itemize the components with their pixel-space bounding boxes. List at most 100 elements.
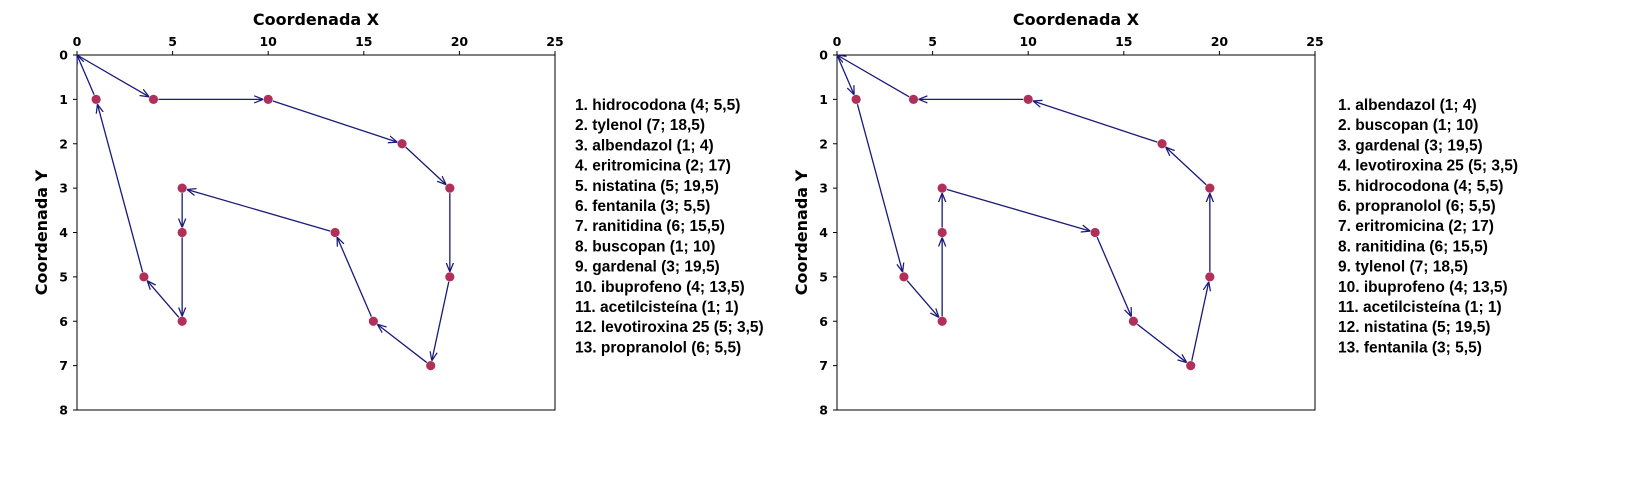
legend-item: 1. hidrocodona (4; 5,5) — [575, 97, 740, 114]
x-tick-label: 15 — [1115, 34, 1132, 49]
route-arrow — [946, 188, 1090, 232]
y-tick-label: 6 — [819, 314, 828, 329]
data-point — [851, 94, 861, 104]
route-arrow — [272, 100, 397, 142]
data-point — [397, 139, 407, 149]
route-arrow — [405, 146, 446, 185]
data-point — [91, 94, 101, 104]
y-axis-title: Coordenada Y — [792, 169, 811, 295]
route-arrow — [337, 237, 372, 317]
y-tick-label: 0 — [59, 48, 68, 63]
route-arrow — [187, 190, 331, 232]
legend-item: 2. buscopan (1; 10) — [1338, 117, 1478, 134]
data-point — [445, 183, 455, 193]
legend-item: 13. fentanila (3; 5,5) — [1338, 339, 1482, 356]
y-tick-label: 3 — [819, 181, 828, 196]
data-point — [330, 227, 340, 238]
plot-frame — [76, 54, 556, 411]
y-tick-label: 0 — [819, 48, 828, 63]
legend-item: 5. hidrocodona (4; 5,5) — [1338, 178, 1503, 195]
data-point — [1205, 272, 1215, 282]
data-point — [1157, 139, 1167, 149]
data-point — [445, 272, 455, 282]
data-point — [1186, 361, 1196, 371]
legend-item: 13. propranolol (6; 5,5) — [575, 339, 741, 356]
y-tick-label: 1 — [819, 92, 828, 107]
data-point — [263, 94, 273, 104]
route-chart-right: 0 5 10 15 20 25 0 1 2 3 4 5 6 7 8 Coordenada X Coordenad… — [792, 10, 1518, 418]
legend-item: 12. levotiroxina 25 (5; 3,5) — [575, 319, 764, 336]
route-arrow — [1166, 147, 1207, 186]
data-point — [1205, 183, 1215, 193]
y-tick-label: 8 — [819, 403, 828, 418]
x-tick-label: 25 — [546, 34, 563, 49]
x-axis-title: Coordenada X — [253, 10, 380, 29]
route-arrow — [836, 54, 854, 95]
x-tick-label: 20 — [451, 34, 469, 49]
x-tick-label: 10 — [259, 34, 277, 49]
x-tick-label: 0 — [833, 34, 842, 49]
route-arrow — [837, 55, 910, 98]
data-point — [1023, 94, 1033, 104]
x-tick-label: 0 — [73, 34, 82, 49]
legend-item: 5. nistatina (5; 19,5) — [575, 178, 719, 195]
data-point — [177, 316, 187, 326]
legend-item: 3. albendazol (1; 4) — [575, 137, 714, 154]
route-arrow — [77, 55, 95, 96]
x-tick-label: 20 — [1211, 34, 1229, 49]
data-point — [368, 316, 378, 326]
legend-item: 3. gardenal (3; 19,5) — [1338, 137, 1483, 154]
x-tick-label: 5 — [928, 34, 937, 49]
data-point — [899, 272, 909, 282]
data-point — [937, 316, 947, 326]
data-point — [177, 183, 187, 193]
route-arrow — [1136, 323, 1186, 362]
route-arrow — [377, 324, 428, 364]
x-tick-label: 25 — [1306, 34, 1323, 49]
x-axis-title: Coordenada X — [1013, 10, 1140, 29]
legend-item: 2. tylenol (7; 18,5) — [575, 117, 705, 134]
y-tick-label: 8 — [59, 403, 68, 418]
data-point — [139, 272, 149, 282]
legend-item: 8. ranitidina (6; 15,5) — [1338, 238, 1488, 255]
data-point — [1128, 316, 1138, 326]
data-point — [177, 227, 187, 238]
legend-item: 6. propranolol (6; 5,5) — [1338, 198, 1496, 215]
y-tick-label: 4 — [59, 225, 68, 240]
y-tick-label: 7 — [819, 358, 828, 373]
route-arrow — [856, 104, 902, 272]
legend-item: 11. acetilcisteína (1; 1) — [1338, 299, 1502, 316]
route-arrow — [1033, 101, 1158, 143]
legend-item: 9. tylenol (7; 18,5) — [1338, 259, 1468, 276]
legend-item: 10. ibuprofeno (4; 13,5) — [1338, 279, 1508, 296]
legend-item: 12. nistatina (5; 19,5) — [1338, 319, 1490, 336]
y-tick-label: 1 — [59, 92, 68, 107]
legend-item: 4. levotiroxina 25 (5; 3,5) — [1338, 158, 1518, 175]
y-axis-title: Coordenada Y — [32, 169, 51, 295]
legend-item: 9. gardenal (3; 19,5) — [575, 259, 720, 276]
plot-frame — [836, 54, 1316, 411]
route-arrow — [1191, 282, 1209, 361]
route-chart-left: 0 5 10 15 20 25 0 1 2 3 4 5 6 7 8 Coordenada X Coordenad… — [32, 10, 764, 418]
route-arrow — [147, 281, 180, 318]
x-tick-label: 10 — [1019, 34, 1037, 49]
data-point — [908, 94, 919, 104]
x-tick-label: 5 — [168, 34, 177, 49]
route-arrow — [432, 281, 450, 361]
route-arrow — [906, 280, 939, 318]
route-arrow — [1096, 236, 1131, 317]
x-tick-label: 15 — [355, 34, 372, 49]
data-point — [1090, 227, 1100, 238]
legend-item: 6. fentanila (3; 5,5) — [575, 198, 710, 215]
data-point — [148, 94, 159, 104]
data-point — [937, 227, 947, 238]
y-tick-label: 5 — [819, 269, 828, 284]
data-point — [937, 183, 947, 193]
legend-item: 8. buscopan (1; 10) — [575, 238, 715, 255]
y-tick-label: 2 — [59, 136, 68, 151]
legend-item: 10. ibuprofeno (4; 13,5) — [575, 279, 745, 296]
route-arrow — [76, 54, 149, 97]
legend-item: 1. albendazol (1; 4) — [1338, 97, 1477, 114]
legend-item: 4. eritromicina (2; 17) — [575, 158, 731, 175]
